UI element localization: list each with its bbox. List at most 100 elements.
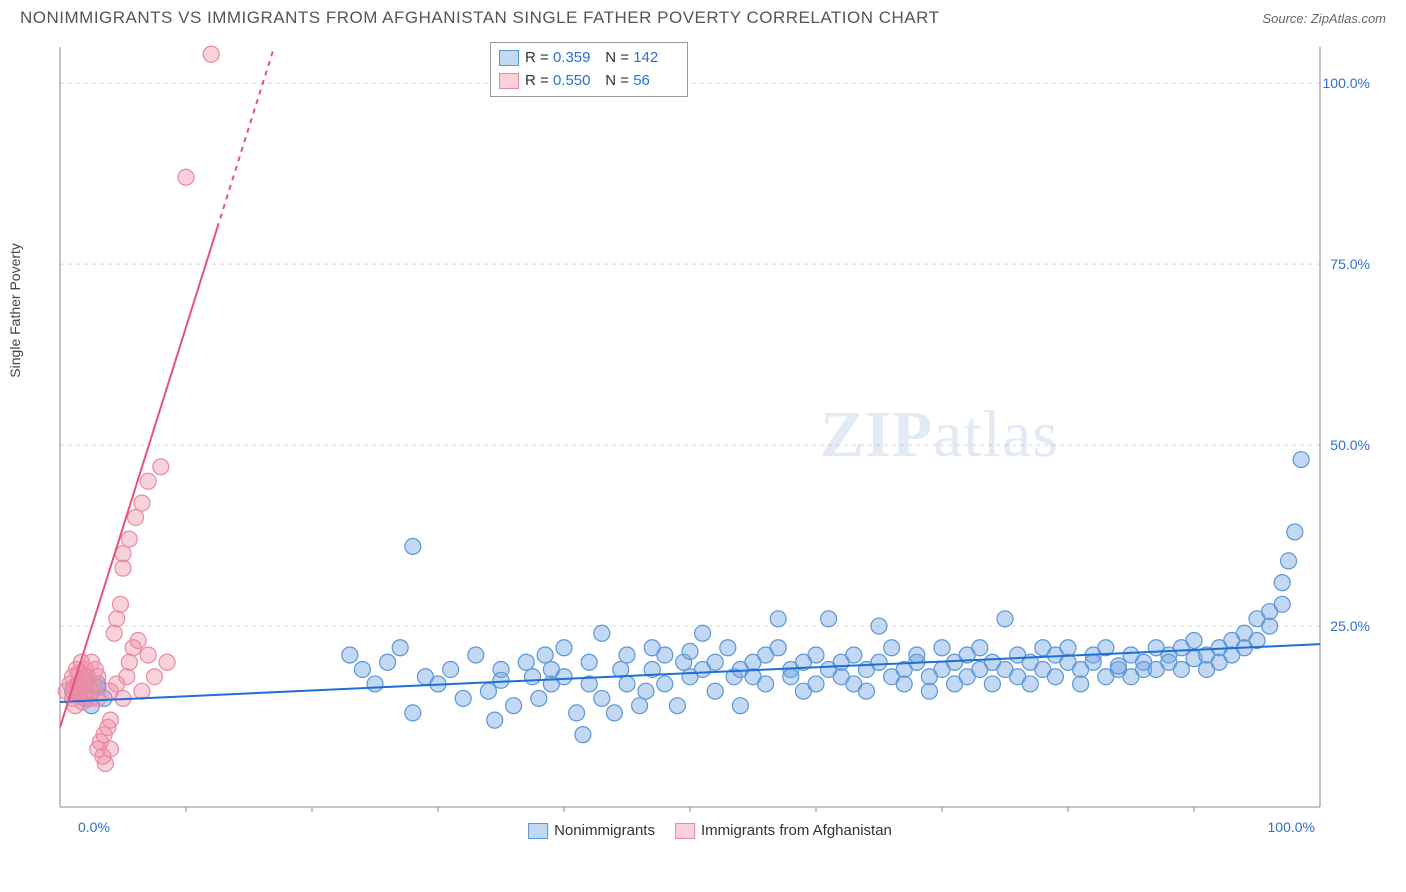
data-point (140, 473, 156, 489)
legend-swatch (675, 823, 695, 839)
data-point (493, 672, 509, 688)
data-point (921, 683, 937, 699)
data-point (97, 756, 113, 772)
data-point (884, 640, 900, 656)
data-point (1274, 596, 1290, 612)
data-point (1287, 524, 1303, 540)
data-point (1262, 618, 1278, 634)
data-point (178, 169, 194, 185)
data-point (140, 647, 156, 663)
data-point (1186, 633, 1202, 649)
data-point (846, 647, 862, 663)
data-point (594, 690, 610, 706)
data-point (147, 669, 163, 685)
x-tick-label: 0.0% (78, 819, 110, 835)
data-point (858, 683, 874, 699)
data-point (638, 683, 654, 699)
data-point (109, 611, 125, 627)
y-axis-label: Single Father Poverty (7, 243, 23, 378)
data-point (480, 683, 496, 699)
trend-line-dashed (217, 47, 274, 228)
data-point (121, 531, 137, 547)
data-point (405, 705, 421, 721)
data-point (1173, 661, 1189, 677)
data-point (707, 654, 723, 670)
data-point (669, 698, 685, 714)
y-tick-label: 75.0% (1330, 256, 1370, 272)
data-point (121, 654, 137, 670)
data-point (556, 640, 572, 656)
data-point (808, 676, 824, 692)
data-point (90, 669, 106, 685)
data-point (594, 625, 610, 641)
series-name: Nonimmigrants (554, 822, 655, 839)
series-legend-item: Immigrants from Afghanistan (675, 822, 892, 839)
data-point (1047, 669, 1063, 685)
data-point (405, 538, 421, 554)
data-point (115, 560, 131, 576)
legend-stats: R = 0.359 N = 142 (525, 47, 677, 70)
data-point (581, 654, 597, 670)
data-point (682, 643, 698, 659)
data-point (896, 676, 912, 692)
data-point (707, 683, 723, 699)
data-point (984, 676, 1000, 692)
data-point (1060, 640, 1076, 656)
data-point (770, 611, 786, 627)
data-point (537, 647, 553, 663)
data-point (909, 647, 925, 663)
data-point (1281, 553, 1297, 569)
data-point (972, 640, 988, 656)
data-point (153, 459, 169, 475)
data-point (134, 495, 150, 511)
series-legend: Nonimmigrants Immigrants from Afghanistan (528, 822, 892, 839)
data-point (128, 509, 144, 525)
chart-title: NONIMMIGRANTS VS IMMIGRANTS FROM AFGHANI… (20, 8, 939, 28)
data-point (997, 611, 1013, 627)
data-point (732, 698, 748, 714)
data-point (106, 625, 122, 641)
data-point (506, 698, 522, 714)
data-point (354, 661, 370, 677)
data-point (518, 654, 534, 670)
data-point (695, 625, 711, 641)
legend-swatch (499, 73, 519, 89)
data-point (934, 640, 950, 656)
x-tick-label: 100.0% (1268, 819, 1315, 835)
data-point (392, 640, 408, 656)
data-point (342, 647, 358, 663)
data-point (821, 611, 837, 627)
data-point (112, 596, 128, 612)
data-point (1022, 676, 1038, 692)
data-point (871, 618, 887, 634)
data-point (770, 640, 786, 656)
data-point (380, 654, 396, 670)
data-point (487, 712, 503, 728)
series-legend-item: Nonimmigrants (528, 822, 655, 839)
y-tick-label: 25.0% (1330, 618, 1370, 634)
data-point (1110, 658, 1126, 674)
legend-row: R = 0.550 N = 56 (499, 70, 677, 93)
data-point (783, 669, 799, 685)
source-label: Source: ZipAtlas.com (1262, 11, 1386, 26)
data-point (657, 647, 673, 663)
data-point (367, 676, 383, 692)
data-point (619, 676, 635, 692)
data-point (606, 705, 622, 721)
series-name: Immigrants from Afghanistan (701, 822, 892, 839)
data-point (119, 669, 135, 685)
data-point (632, 698, 648, 714)
data-point (1274, 575, 1290, 591)
data-point (102, 741, 118, 757)
data-point (531, 690, 547, 706)
legend-row: R = 0.359 N = 142 (499, 47, 677, 70)
data-point (556, 669, 572, 685)
data-point (871, 654, 887, 670)
data-point (808, 647, 824, 663)
data-point (130, 633, 146, 649)
data-point (720, 640, 736, 656)
legend-swatch (499, 50, 519, 66)
y-tick-label: 50.0% (1330, 437, 1370, 453)
scatter-plot-svg: 25.0%50.0%75.0%100.0%0.0%100.0% (50, 37, 1370, 837)
chart-area: Single Father Poverty 25.0%50.0%75.0%100… (50, 37, 1370, 837)
